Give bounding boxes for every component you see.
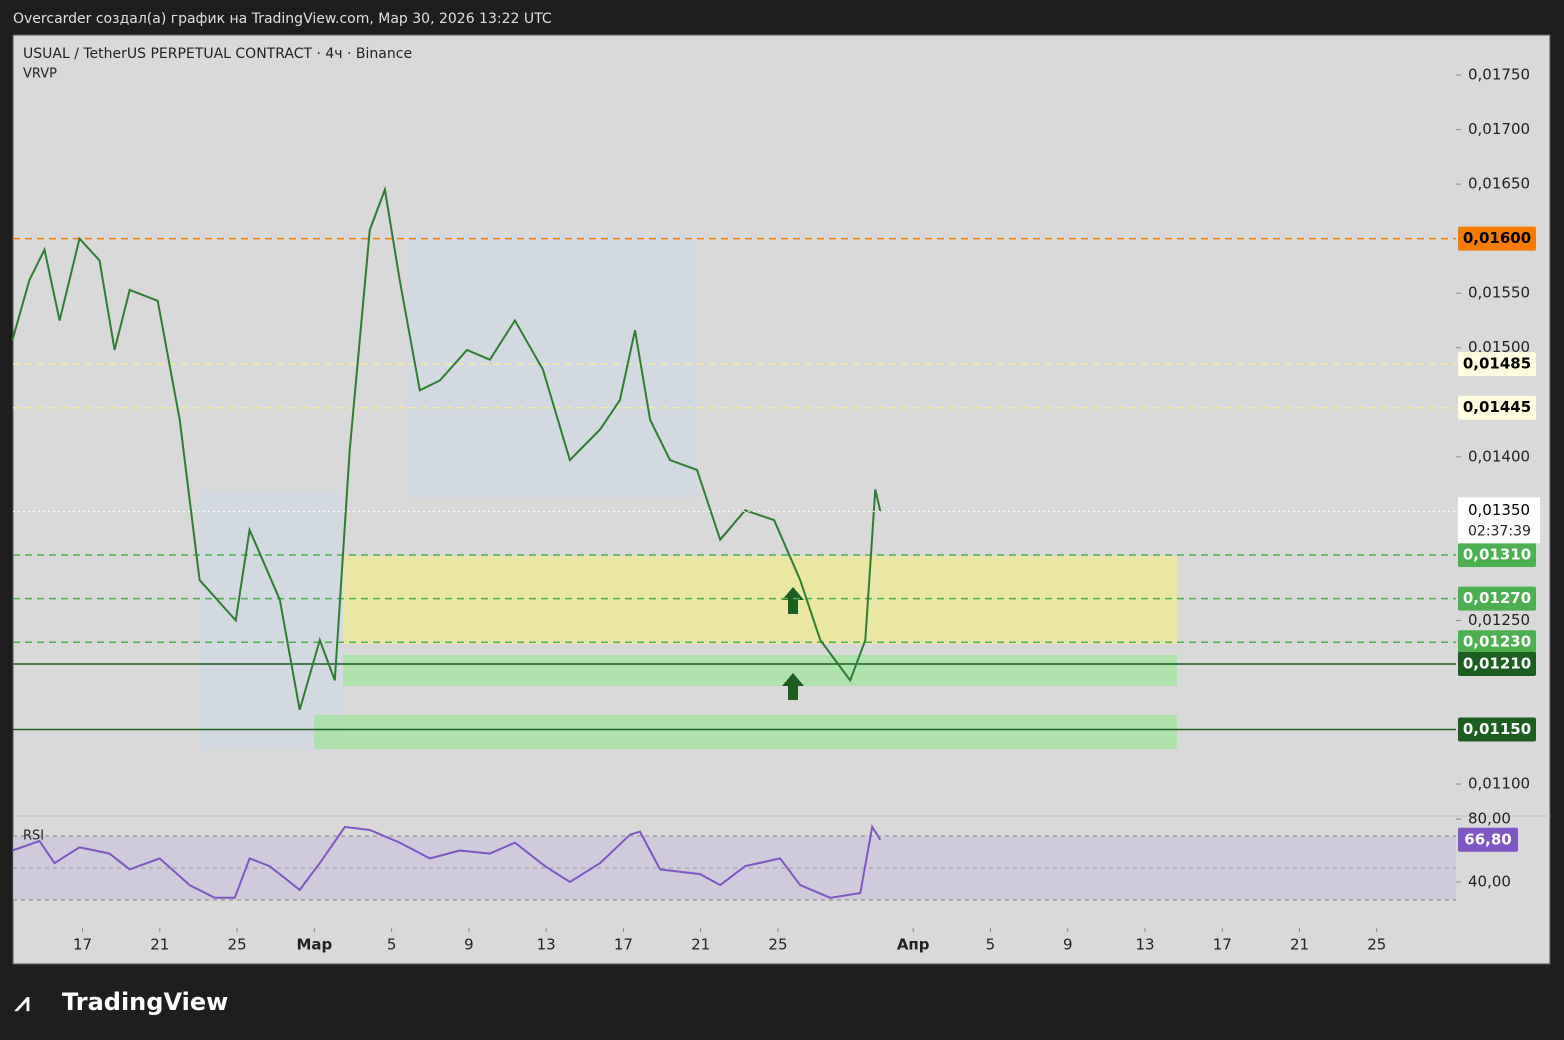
x-tick-label: 13 [537, 936, 556, 954]
y-tick-label: 0,01100 [1468, 775, 1530, 793]
x-tick-label: 9 [464, 936, 474, 954]
price-line [11, 185, 882, 711]
price-tag-label: 0,01230 [1463, 633, 1531, 651]
last-price-label: 0,01350 [1468, 501, 1530, 519]
price-tag [1458, 352, 1536, 377]
x-tick-label: 5 [986, 936, 996, 954]
price-tag-label: 0,01600 [1463, 229, 1531, 247]
y-tick-label: 0,01400 [1468, 447, 1530, 465]
x-tick-label: 25 [768, 936, 787, 954]
zone [343, 556, 1177, 644]
x-tick-label: 21 [691, 936, 710, 954]
x-tick-label: Мар [296, 936, 332, 954]
symbol-title: USUAL / TetherUS PERPETUAL CONTRACT · 4ч… [23, 46, 412, 62]
countdown: 02:37:39 [1468, 523, 1531, 539]
x-tick-label: 21 [1290, 936, 1309, 954]
brand: TradingView [62, 988, 228, 1016]
x-tick-label: 21 [150, 936, 169, 954]
x-tick-label: 9 [1063, 936, 1073, 954]
y-tick-label: 80,00 [1468, 809, 1511, 827]
y-tick-label: 0,01700 [1468, 120, 1530, 138]
price-tag [1458, 586, 1536, 611]
y-tick-label: 40,00 [1468, 872, 1511, 890]
price-tag [1458, 652, 1536, 677]
profile-range [407, 235, 697, 498]
x-tick-label: Апр [897, 936, 930, 954]
rsi-title: RSI [23, 829, 44, 844]
indicator-name: VRVP [23, 67, 57, 82]
price-tag-label: 0,01310 [1463, 545, 1531, 563]
y-tick-label: 0,01500 [1468, 338, 1530, 356]
arrow-up [782, 673, 804, 700]
price-tag-label: 0,01150 [1463, 720, 1531, 738]
zone [343, 655, 1177, 686]
zone [314, 715, 1177, 749]
x-tick-label: 25 [228, 936, 247, 954]
y-tick-label: 0,01750 [1468, 66, 1530, 84]
x-tick-label: 17 [614, 936, 633, 954]
y-tick-label: 0,01250 [1468, 611, 1530, 629]
price-tag-label: 0,01270 [1463, 589, 1531, 607]
x-tick-label: 25 [1367, 936, 1386, 954]
arrow-up [782, 587, 804, 614]
profile-range [199, 490, 342, 750]
x-tick-label: 5 [387, 936, 397, 954]
last-price-tag [1458, 497, 1540, 544]
price-tag [1458, 542, 1536, 567]
price-tag-label: 0,01445 [1463, 398, 1531, 416]
y-tick-label: 0,01550 [1468, 284, 1530, 302]
x-tick-label: 17 [1213, 936, 1232, 954]
y-tick-label: 0,01650 [1468, 175, 1530, 193]
brand-logo: ⩘ [14, 988, 30, 1018]
x-tick-label: 17 [73, 936, 92, 954]
price-tag [1458, 226, 1536, 251]
price-line [12, 824, 882, 899]
price-tag [1458, 395, 1536, 420]
rsi-tag-label: 66,80 [1464, 830, 1511, 848]
x-tick-label: 13 [1135, 936, 1154, 954]
price-tag-label: 0,01210 [1463, 655, 1531, 673]
header: Overcarder создал(а) график на TradingVi… [13, 11, 552, 27]
rsi-tag [1458, 827, 1518, 852]
price-tag [1458, 717, 1536, 742]
price-tag [1458, 630, 1536, 655]
price-tag-label: 0,01485 [1463, 355, 1531, 373]
